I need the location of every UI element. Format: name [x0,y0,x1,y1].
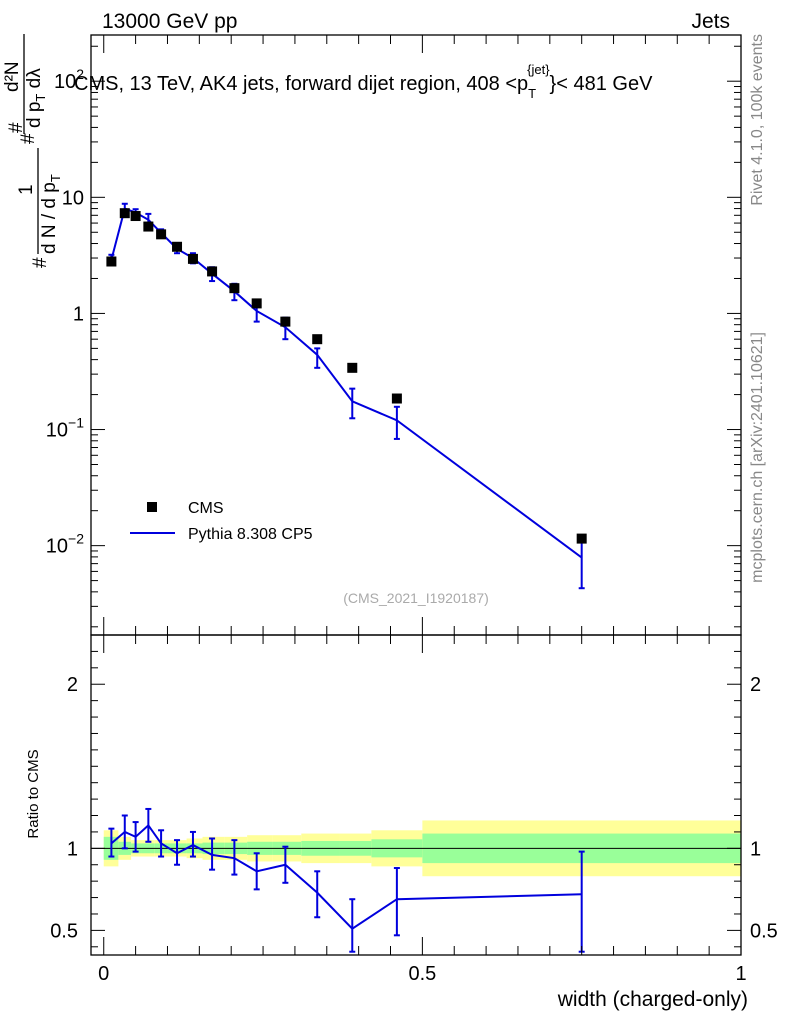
ratio-y-tick-label-right: 1 [750,838,761,860]
ratio-plot-frame: 0.5 0.51 12 20 0.5 1 [50,634,778,985]
legend: CMS Pythia 8.308 CP5 [130,500,313,543]
header-left: 13000 GeV pp [102,10,237,33]
y-label-rhs-bot: d pT dλ [24,68,48,128]
y-tick-label-exponent: −2 [68,531,84,547]
y-tick-label-base: 10 [46,420,68,442]
y-tick-label: 1 [73,303,84,325]
y-label-rhs-bot-sub: T [33,94,48,102]
analysis-watermark: (CMS_2021_I1920187) [343,590,489,606]
y-label-rhs-bot-main: d p [24,102,45,128]
main-plot-data [106,202,587,590]
y-label-rhs-bot-tail: dλ [24,68,45,94]
cms-data-point [251,298,262,309]
chart-title-sup: {jet} [527,62,550,77]
ratio-y-tick-label: 0.5 [50,920,78,942]
chart-title-main: CMS, 13 TeV, AK4 jets, forward dijet reg… [74,73,528,95]
ratio-y-tick-label-right: 2 [750,674,761,696]
y-tick-label-base: 1 [73,303,84,325]
chart-title-sub: T [528,86,536,101]
cms-data-point [156,229,167,240]
y-label-den-main: d N / d p [39,182,60,254]
cms-data-point [229,283,240,294]
ratio-y-tick-label: 1 [67,838,78,860]
cms-data-point [130,211,141,222]
x-tick-label: 0 [98,963,109,985]
main-y-axis-label: # 1 d N / d pT # d²N # d pT dλ [2,34,63,268]
y-tick-label: 10−2 [46,531,84,558]
main-plot-border [90,34,742,636]
ratio-y-axis-label: Ratio to CMS [25,749,42,838]
cms-data-point [312,334,323,345]
cms-data-point [106,256,117,267]
cms-data-point [347,362,358,373]
y-tick-label-base: 10 [46,536,68,558]
y-tick-label-exponent: −1 [68,415,84,431]
chart-title-tail: }< 481 GeV [550,73,654,95]
cms-data-point [119,208,130,219]
cms-data-point [172,241,183,252]
ratio-plot-data [91,807,741,953]
y-tick-label: 10 [62,187,84,209]
mc-line [110,207,583,559]
cms-data-point [143,221,154,232]
legend-label-cms: CMS [188,500,224,517]
legend-label-pythia: Pythia 8.308 CP5 [188,526,313,543]
ratio-plot-border [90,634,742,956]
cms-data-point [207,266,218,277]
legend-marker-cms [147,502,157,512]
y-tick-label-exponent: 2 [76,66,84,82]
y-label-hash: # [18,133,39,144]
y-label-prefix: # [30,257,51,268]
y-label-rhs-top: d²N [2,61,23,92]
x-axis-label: width (charged-only) [557,988,748,1011]
cms-data-point [391,393,402,404]
ratio-y-tick-label: 2 [67,674,78,696]
x-tick-label: 0.5 [408,963,436,985]
chart-title: CMS, 13 TeV, AK4 jets, forward dijet reg… [74,62,653,101]
cms-data-point [280,316,291,327]
header-right: Jets [691,10,730,33]
cms-data-point [187,253,198,264]
y-label-rhs-hash: # [6,122,27,133]
cms-data-point [576,533,587,544]
y-tick-label-base: 10 [62,187,84,209]
side-label-top: Rivet 4.1.0, 100k events [749,34,766,206]
x-tick-label: 1 [735,963,746,985]
y-label-den-sub: T [48,174,63,182]
y-tick-label: 10−1 [46,415,84,442]
y-label-num: 1 [16,184,37,195]
y-tick-label: 102 [54,66,84,93]
y-tick-label-base: 10 [54,71,76,93]
ratio-y-tick-label-right: 0.5 [750,920,778,942]
side-label-bottom: mcplots.cern.ch [arXiv:2401.10621] [749,332,766,583]
y-label-den: d N / d pT [39,174,63,254]
